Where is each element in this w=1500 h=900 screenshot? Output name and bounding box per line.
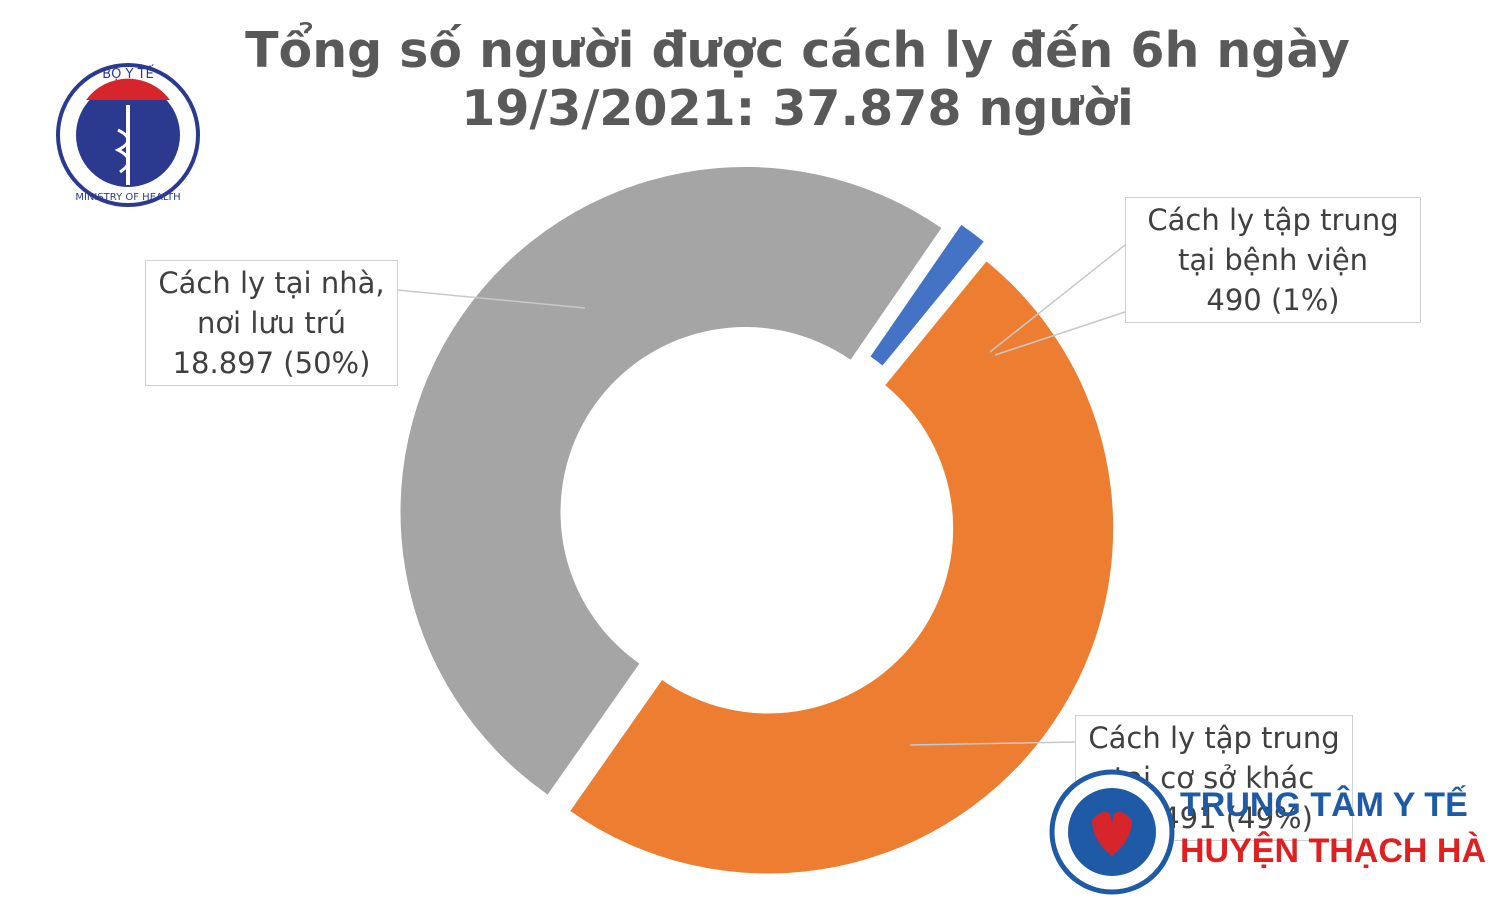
leader-line xyxy=(994,311,1126,356)
logo-text: BỘ Y TẾ xyxy=(102,65,154,82)
leader-line xyxy=(396,289,586,309)
donut-segment xyxy=(870,224,984,366)
watermark-text: TRUNG TÂM Y TẾ xyxy=(1180,786,1468,824)
donut-segment xyxy=(570,261,1114,874)
value-label: 490 (1%) xyxy=(1206,283,1340,317)
category-label: Cách ly tập trung tại bệnh viện xyxy=(1147,203,1399,277)
chart-title: Tổng số người được cách ly đến 6h ngày 1… xyxy=(245,22,1350,137)
donut-segment xyxy=(400,167,942,795)
data-label: Cách ly tập trung tại bệnh viện 490 (1%) xyxy=(1125,197,1421,323)
watermark-text: HUYỆN THẠCH HÀ xyxy=(1180,832,1486,870)
leader-lines xyxy=(396,244,1126,746)
leader-line xyxy=(989,244,1126,353)
logo-text: MINISTRY OF HEALTH xyxy=(75,192,180,203)
category-label: Cách ly tại nhà, nơi lưu trú xyxy=(158,266,385,340)
value-label: 18.897 (50%) xyxy=(172,346,371,380)
category-label: Cách ly tập trung tại cơ sở khác xyxy=(1088,721,1340,795)
leader-line xyxy=(909,741,1076,746)
data-label: Cách ly tại nhà, nơi lưu trú 18.897 (50%) xyxy=(145,260,398,386)
ministry-logo: BỘ Y TẾ MINISTRY OF HEALTH xyxy=(56,63,200,207)
